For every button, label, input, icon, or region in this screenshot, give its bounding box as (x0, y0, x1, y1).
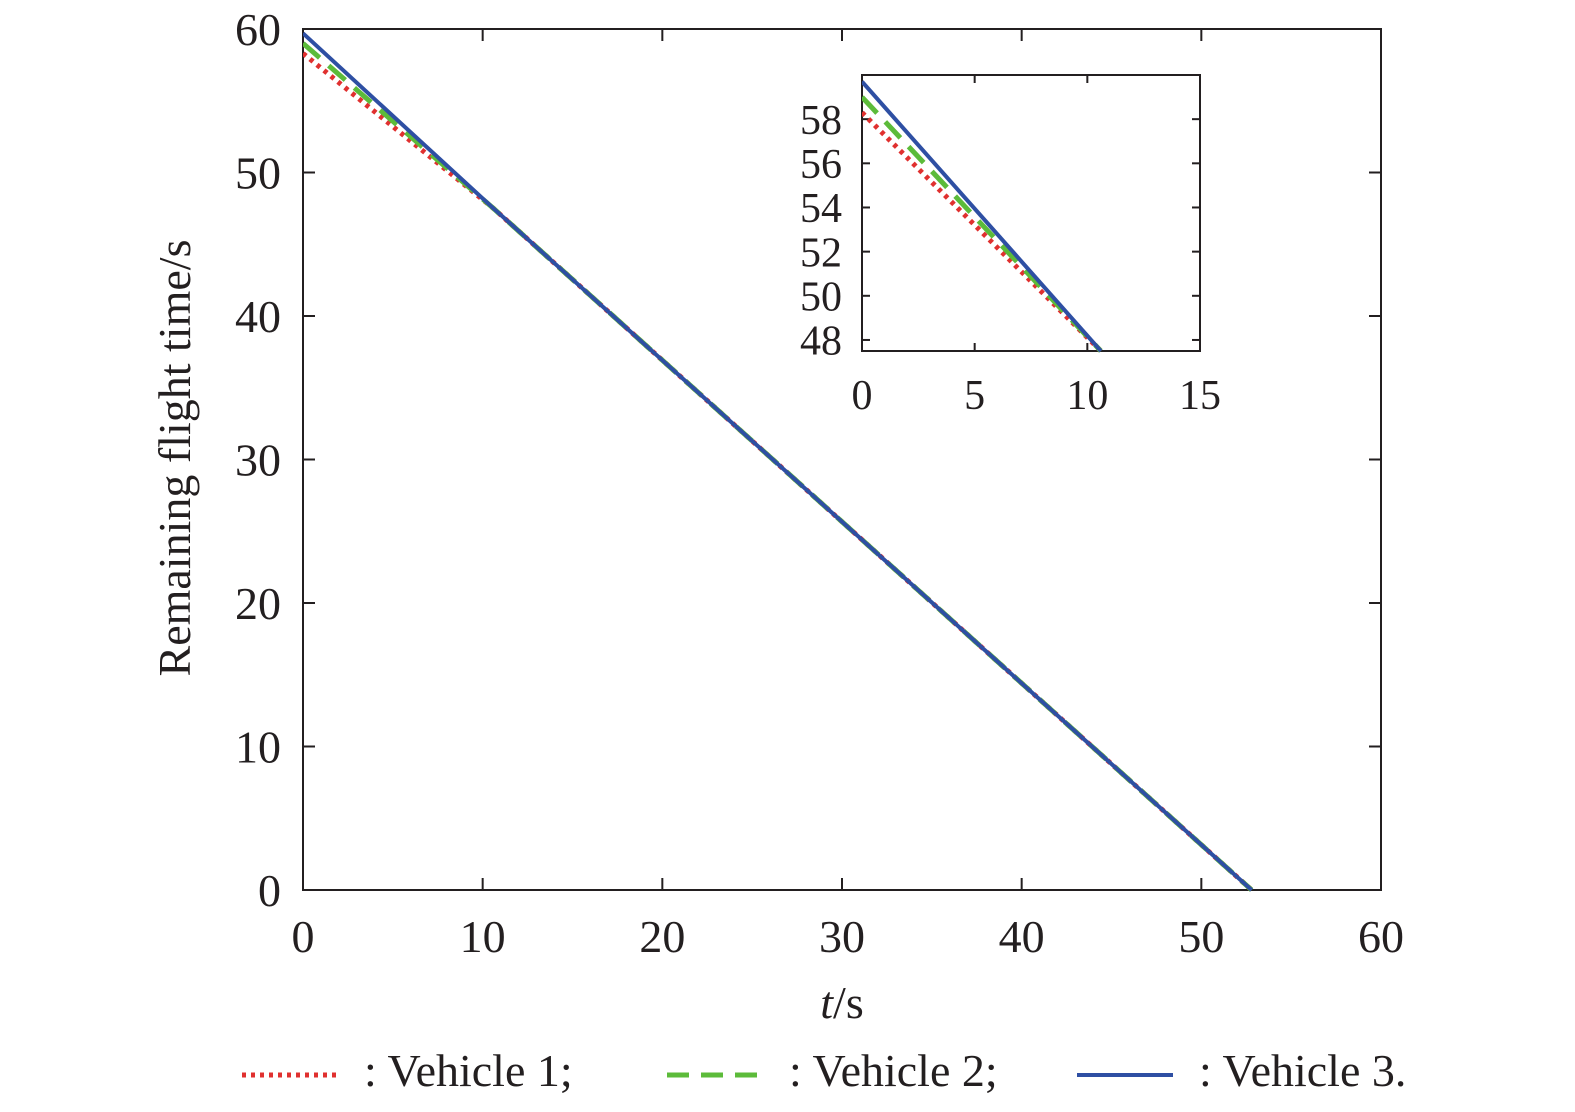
inset-y-tick-label: 48 (800, 319, 842, 365)
main-x-tick-label: 30 (819, 911, 865, 962)
inset-x-tick-label: 15 (1179, 373, 1221, 419)
x-axis-label-unit: /s (833, 977, 864, 1028)
inset-axes-frame (861, 74, 1201, 352)
legend-swatch-vehicle-2 (667, 1072, 763, 1078)
main-x-tick-label: 20 (639, 911, 685, 962)
inset-x-tick-label: 0 (852, 373, 873, 419)
legend-label-vehicle-2: : Vehicle 2; (789, 1044, 998, 1096)
main-y-tick-label: 20 (235, 578, 281, 629)
legend-swatch-vehicle-1 (242, 1072, 338, 1078)
legend-item-vehicle-3: : Vehicle 3. (1075, 1040, 1406, 1100)
inset-y-tick-label: 52 (800, 230, 842, 276)
inset-series-line-vehicle-3 (862, 80, 1103, 353)
main-axes-frame (302, 28, 1382, 891)
main-y-tick-label: 10 (235, 722, 281, 773)
legend-item-vehicle-2: : Vehicle 2; (665, 1040, 998, 1100)
x-axis-label-symbol: t (820, 977, 834, 1028)
main-x-tick-label: 60 (1358, 911, 1404, 962)
legend-label-vehicle-1: : Vehicle 1; (364, 1044, 573, 1096)
inset-y-tick-label: 54 (800, 186, 842, 232)
inset-y-tick-label: 50 (800, 275, 842, 321)
legend-item-vehicle-1: : Vehicle 1; (240, 1040, 573, 1100)
main-y-tick-label: 30 (235, 435, 281, 486)
inset-x-tick-label: 5 (964, 373, 985, 419)
main-series-line-vehicle-3 (303, 31, 1253, 892)
main-y-tick-label: 50 (235, 148, 281, 199)
main-y-tick-label: 60 (235, 4, 281, 55)
inset-y-tick-label: 56 (800, 142, 842, 188)
main-y-tick-label: 40 (235, 291, 281, 342)
legend-swatch-vehicle-3 (1077, 1073, 1173, 1077)
main-x-tick-label: 10 (460, 911, 506, 962)
main-x-tick-label: 0 (292, 911, 315, 962)
y-axis-label: Remaining flight time/s (149, 240, 200, 677)
legend-label-vehicle-3: : Vehicle 3. (1199, 1044, 1407, 1096)
main-x-tick-label: 50 (1178, 911, 1224, 962)
inset-y-tick-label: 58 (800, 98, 842, 144)
legend: : Vehicle 1; : Vehicle 2; : Vehicle 3. (0, 1040, 1575, 1100)
x-axis-label: t/s (820, 977, 863, 1028)
main-x-tick-label: 40 (999, 911, 1045, 962)
main-y-tick-label: 0 (258, 865, 281, 916)
inset-x-tick-label: 10 (1066, 373, 1108, 419)
